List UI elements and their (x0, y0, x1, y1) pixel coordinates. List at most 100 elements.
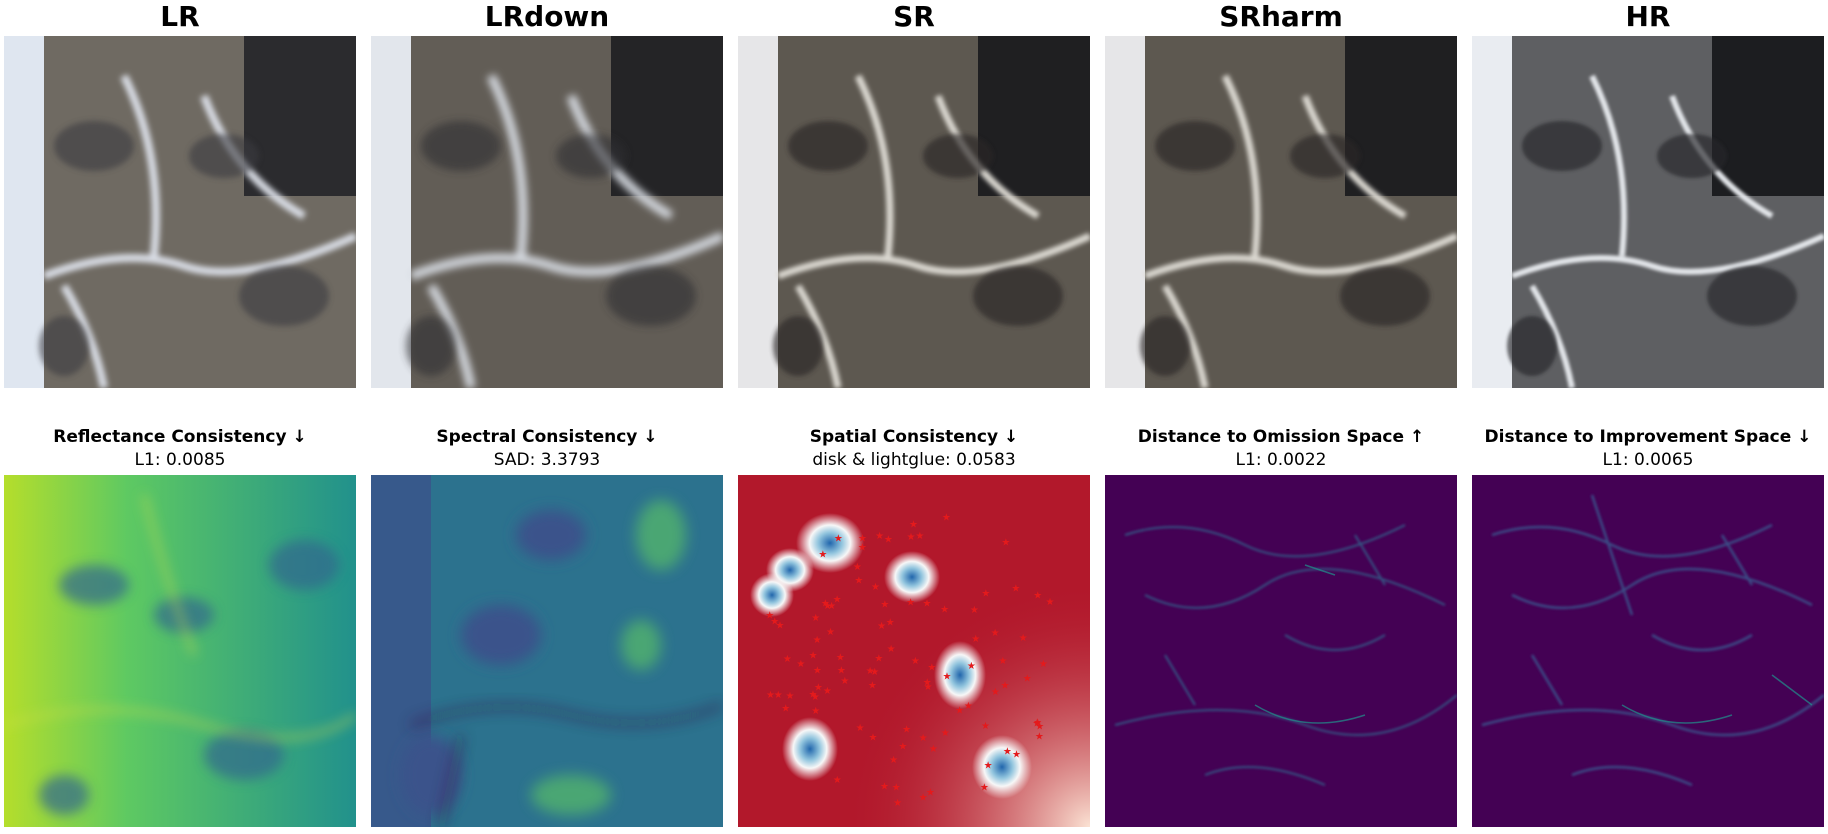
keypoint-star-icon: ★ (886, 617, 895, 628)
keypoint-star-icon: ★ (880, 599, 889, 610)
metric-title: Spectral Consistency ↓ (371, 426, 723, 448)
keypoint-star-icon: ★ (981, 721, 990, 732)
keypoint-star-icon: ★ (781, 704, 790, 715)
keypoint-star-icon: ★ (811, 706, 820, 717)
keypoint-star-icon: ★ (1046, 597, 1055, 608)
keypoint-star-icon: ★ (1003, 747, 1012, 758)
keypoint-star-icon: ★ (869, 732, 878, 743)
keypoint-star-icon: ★ (927, 663, 936, 674)
keypoint-star-icon: ★ (907, 532, 916, 543)
keypoint-star-icon: ★ (991, 687, 1000, 698)
keypoint-star-icon: ★ (836, 653, 845, 664)
keypoint-star-icon: ★ (774, 690, 783, 701)
keypoint-star-icon: ★ (811, 613, 820, 624)
keypoint-star-icon: ★ (1033, 590, 1042, 601)
keypoint-star-icon: ★ (980, 783, 989, 794)
keypoint-star-icon: ★ (924, 682, 933, 693)
keypoint-star-icon: ★ (898, 741, 907, 752)
keypoint-star-icon: ★ (868, 680, 877, 691)
keypoint-star-icon: ★ (984, 760, 993, 771)
down-arrow-icon: ↓ (643, 427, 658, 447)
keypoint-star-icon: ★ (858, 534, 867, 545)
keypoint-star-icon: ★ (964, 701, 973, 712)
keypoint-star-icon: ★ (833, 595, 842, 606)
keypoint-star-icon: ★ (1019, 633, 1028, 644)
keypoint-star-icon: ★ (926, 788, 935, 799)
up-arrow-icon: ↑ (1409, 427, 1425, 447)
error-blob (750, 573, 794, 617)
keypoint-star-icon: ★ (1001, 680, 1010, 691)
keypoint-star-icon: ★ (853, 562, 862, 573)
keypoint-star-icon: ★ (892, 782, 901, 793)
keypoint-star-icon: ★ (854, 575, 863, 586)
keypoint-star-icon: ★ (1035, 721, 1044, 732)
omission-distance-map (1105, 475, 1457, 827)
keypoint-star-icon: ★ (826, 627, 835, 638)
down-arrow-icon: ↓ (1797, 427, 1812, 447)
keypoint-star-icon: ★ (970, 605, 979, 616)
keypoint-star-icon: ★ (887, 644, 896, 655)
lr-satellite-image (4, 36, 356, 388)
keypoint-star-icon: ★ (1023, 673, 1032, 684)
keypoint-star-icon: ★ (942, 513, 951, 524)
keypoint-star-icon: ★ (884, 535, 893, 546)
metric-name: Reflectance Consistency (53, 427, 287, 447)
keypoint-star-icon: ★ (766, 690, 775, 701)
keypoint-star-icon: ★ (919, 793, 928, 804)
keypoint-star-icon: ★ (909, 519, 918, 530)
keypoint-star-icon: ★ (821, 598, 830, 609)
keypoint-star-icon: ★ (955, 706, 964, 717)
metric-title: Spatial Consistency ↓ (738, 426, 1090, 448)
keypoint-star-icon: ★ (870, 667, 879, 678)
panel-title: SR (893, 0, 935, 33)
keypoint-star-icon: ★ (809, 689, 818, 700)
keypoint-star-icon: ★ (858, 543, 867, 554)
keypoint-star-icon: ★ (809, 651, 818, 662)
improvement-distance-map (1472, 475, 1824, 827)
down-arrow-icon: ↓ (292, 427, 307, 447)
keypoint-star-icon: ★ (818, 549, 827, 560)
down-arrow-icon: ↓ (1003, 427, 1019, 447)
metric-value: disk & lightglue: 0.0583 (812, 450, 1016, 470)
keypoint-star-icon: ★ (866, 666, 875, 677)
keypoint-star-icon: ★ (813, 665, 822, 676)
panel-title: HR (1625, 0, 1671, 33)
keypoint-star-icon: ★ (971, 634, 980, 645)
spectral-error-map (371, 475, 723, 827)
keypoint-star-icon: ★ (813, 635, 822, 646)
metric-title: Distance to Omission Space ↑ (1105, 426, 1457, 448)
keypoint-star-icon: ★ (893, 798, 902, 809)
keypoint-star-icon: ★ (902, 725, 911, 736)
panel-title: LR (160, 0, 200, 33)
keypoint-star-icon: ★ (877, 621, 886, 632)
keypoint-star-icon: ★ (783, 654, 792, 665)
keypoint-star-icon: ★ (981, 589, 990, 600)
srharm-satellite-image (1105, 36, 1457, 388)
metric-value: L1: 0.0022 (1235, 450, 1327, 470)
keypoint-star-icon: ★ (776, 620, 785, 631)
metric-value: L1: 0.0085 (134, 450, 226, 470)
keypoint-star-icon: ★ (1035, 732, 1044, 743)
keypoint-star-icon: ★ (919, 733, 928, 744)
reflectance-error-map (4, 475, 356, 827)
hr-satellite-image (1472, 36, 1824, 388)
keypoint-star-icon: ★ (786, 691, 795, 702)
keypoint-star-icon: ★ (1011, 584, 1020, 595)
keypoint-star-icon: ★ (834, 534, 843, 545)
keypoint-star-icon: ★ (941, 728, 950, 739)
keypoint-star-icon: ★ (940, 604, 949, 615)
keypoint-star-icon: ★ (1039, 659, 1048, 670)
keypoint-star-icon: ★ (967, 661, 976, 672)
keypoint-star-icon: ★ (770, 617, 779, 628)
keypoint-star-icon: ★ (915, 531, 924, 542)
error-blob (934, 641, 986, 709)
keypoint-star-icon: ★ (875, 531, 884, 542)
lrdown-satellite-image (371, 36, 723, 388)
keypoint-star-icon: ★ (856, 723, 865, 734)
keypoint-star-icon: ★ (998, 656, 1007, 667)
keypoint-star-icon: ★ (929, 744, 938, 755)
keypoint-star-icon: ★ (1012, 750, 1021, 761)
metric-title: Distance to Improvement Space ↓ (1472, 426, 1824, 448)
keypoint-star-icon: ★ (911, 656, 920, 667)
keypoint-star-icon: ★ (827, 601, 836, 612)
